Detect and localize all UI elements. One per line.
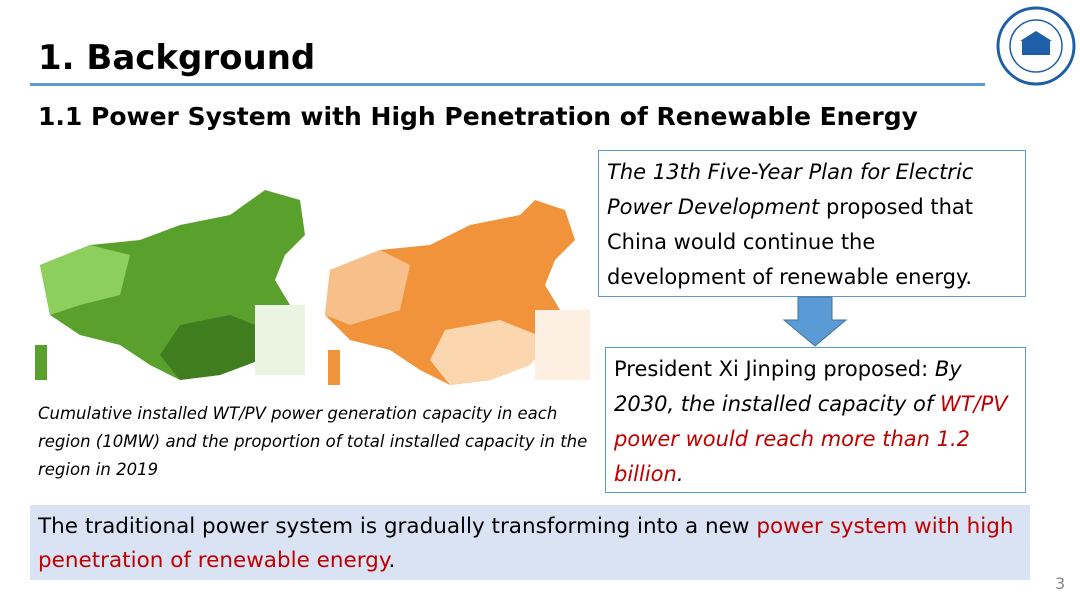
goal-end: . (676, 462, 684, 486)
down-arrow (782, 296, 848, 347)
title: 1. Background (38, 38, 316, 78)
conclusion-lead: The traditional power system is graduall… (38, 514, 757, 539)
plan-name: The 13th Five-Year Plan for Electric Pow… (607, 160, 974, 219)
page-number: 3 (1055, 574, 1066, 593)
goal-box: President Xi Jinping proposed: By 2030, … (605, 347, 1026, 493)
maps (35, 190, 590, 385)
subtitle: 1.1 Power System with High Penetration o… (38, 102, 918, 131)
goal-highlight: WT/PV power would reach more than 1.2 bi… (614, 392, 1008, 486)
title-rule (30, 83, 985, 86)
goal-italic: By 2030, the installed capacity of (614, 357, 962, 416)
goal-lead: President Xi Jinping proposed: (614, 357, 935, 381)
conclusion-highlight: power system with high penetration of re… (38, 514, 1014, 573)
figure-caption: Cumulative installed WT/PV power generat… (38, 404, 588, 479)
plan-text: proposed that China would continue the d… (607, 195, 974, 289)
conclusion: The traditional power system is graduall… (30, 505, 1030, 580)
conclusion-end: . (388, 548, 396, 573)
logo (996, 6, 1076, 86)
plan-box: The 13th Five-Year Plan for Electric Pow… (598, 150, 1026, 297)
